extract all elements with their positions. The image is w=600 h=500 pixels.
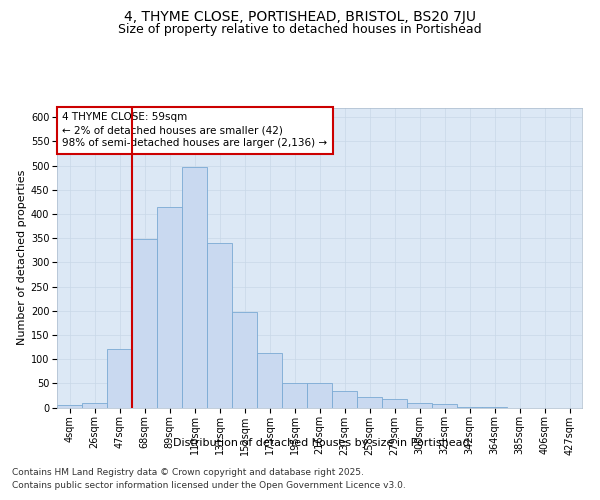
Text: Contains public sector information licensed under the Open Government Licence v3: Contains public sector information licen… <box>12 480 406 490</box>
Text: 4 THYME CLOSE: 59sqm
← 2% of detached houses are smaller (42)
98% of semi-detach: 4 THYME CLOSE: 59sqm ← 2% of detached ho… <box>62 112 328 148</box>
Bar <box>232 312 257 408</box>
Y-axis label: Number of detached properties: Number of detached properties <box>17 170 26 345</box>
Bar <box>107 350 132 408</box>
Bar <box>407 402 432 407</box>
Bar <box>457 406 482 408</box>
Bar <box>57 405 82 407</box>
Text: Distribution of detached houses by size in Portishead: Distribution of detached houses by size … <box>173 438 469 448</box>
Bar <box>257 353 282 408</box>
Bar <box>82 402 107 407</box>
Bar <box>332 390 357 407</box>
Bar <box>282 384 307 407</box>
Bar <box>382 399 407 407</box>
Text: 4, THYME CLOSE, PORTISHEAD, BRISTOL, BS20 7JU: 4, THYME CLOSE, PORTISHEAD, BRISTOL, BS2… <box>124 10 476 24</box>
Bar <box>432 404 457 407</box>
Bar <box>182 167 207 408</box>
Bar <box>207 243 232 408</box>
Bar <box>307 384 332 407</box>
Bar <box>357 397 382 407</box>
Bar <box>157 206 182 408</box>
Text: Contains HM Land Registry data © Crown copyright and database right 2025.: Contains HM Land Registry data © Crown c… <box>12 468 364 477</box>
Bar <box>132 239 157 408</box>
Text: Size of property relative to detached houses in Portishead: Size of property relative to detached ho… <box>118 24 482 36</box>
